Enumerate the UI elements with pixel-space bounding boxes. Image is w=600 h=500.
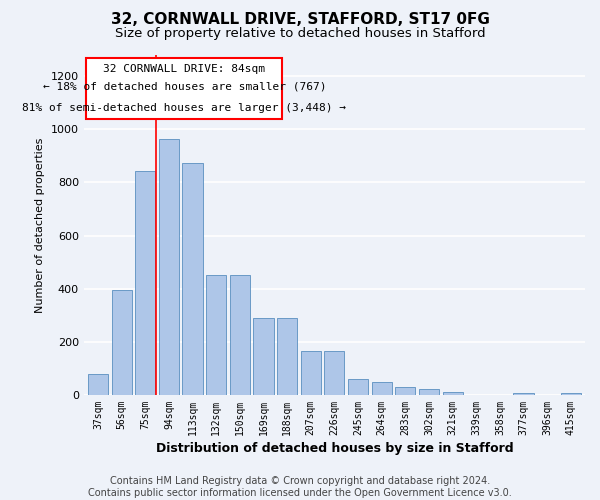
Bar [514, 393, 533, 395]
Text: 32, CORNWALL DRIVE, STAFFORD, ST17 0FG: 32, CORNWALL DRIVE, STAFFORD, ST17 0FG [110, 12, 490, 28]
Text: Contains HM Land Registry data © Crown copyright and database right 2024.
Contai: Contains HM Land Registry data © Crown c… [88, 476, 512, 498]
Bar [206, 276, 226, 395]
Bar [325, 351, 344, 395]
Bar [371, 382, 392, 395]
FancyBboxPatch shape [86, 58, 283, 118]
Text: 81% of semi-detached houses are larger (3,448) →: 81% of semi-detached houses are larger (… [22, 103, 346, 113]
Bar [561, 393, 581, 395]
Bar [88, 374, 108, 395]
X-axis label: Distribution of detached houses by size in Stafford: Distribution of detached houses by size … [155, 442, 513, 455]
Bar [159, 138, 179, 395]
Text: 32 CORNWALL DRIVE: 84sqm: 32 CORNWALL DRIVE: 84sqm [103, 64, 265, 74]
Bar [135, 170, 155, 395]
Bar [348, 379, 368, 395]
Text: ← 18% of detached houses are smaller (767): ← 18% of detached houses are smaller (76… [43, 82, 326, 92]
Bar [230, 276, 250, 395]
Bar [419, 389, 439, 395]
Y-axis label: Number of detached properties: Number of detached properties [35, 138, 45, 312]
Bar [277, 318, 297, 395]
Bar [443, 392, 463, 395]
Bar [395, 387, 415, 395]
Text: Size of property relative to detached houses in Stafford: Size of property relative to detached ho… [115, 28, 485, 40]
Bar [301, 351, 321, 395]
Bar [112, 290, 131, 395]
Bar [182, 162, 203, 395]
Bar [253, 318, 274, 395]
